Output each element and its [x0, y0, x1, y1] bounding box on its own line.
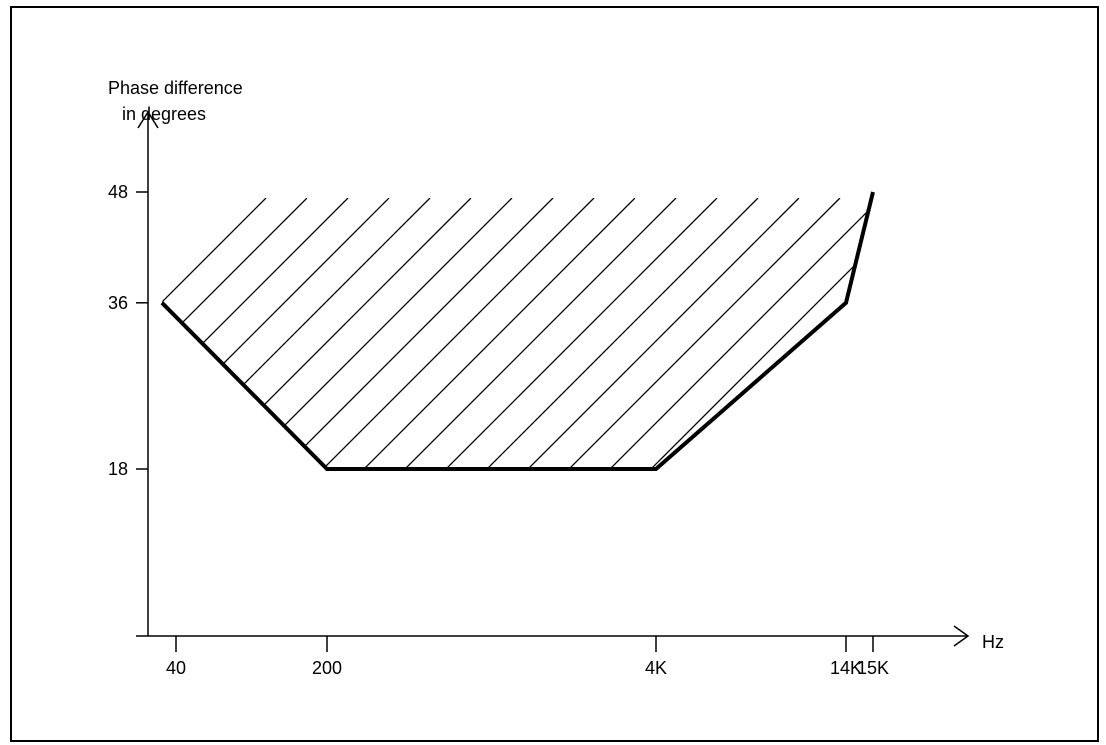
hatch-line	[501, 197, 873, 469]
x-tick-label-40: 40	[166, 658, 186, 678]
x-tick-label-200: 200	[312, 658, 342, 678]
hatch-line	[460, 197, 873, 469]
hatch-line	[337, 197, 759, 469]
hatch-line	[162, 197, 349, 469]
hatch-line	[378, 197, 800, 469]
hatch-line	[665, 197, 873, 469]
hatch-line	[747, 197, 873, 469]
hatch-line	[162, 197, 267, 469]
hatch-line	[624, 197, 873, 469]
hatch-line	[162, 197, 472, 469]
hatch-line	[162, 197, 308, 469]
hatch-line	[162, 197, 431, 469]
y-axis-label-line2: in degrees	[122, 104, 206, 124]
y-tick-label-36: 36	[108, 293, 128, 313]
y-axis-label-line1: Phase difference	[108, 78, 243, 98]
hatch-line	[542, 197, 873, 469]
x-tick-label-4k: 4K	[645, 658, 667, 678]
chart-frame	[10, 6, 1099, 742]
x-tick-label-15k: 15K	[857, 658, 889, 678]
hatch-line	[173, 197, 595, 469]
hatch-line	[162, 197, 513, 469]
y-axis-arrow	[137, 110, 159, 129]
hatch-line	[583, 197, 873, 469]
hatch-line	[162, 197, 554, 469]
hatched-region	[162, 197, 873, 469]
x-tick-label-14k: 14K	[830, 658, 862, 678]
hatch-line	[296, 197, 718, 469]
y-tick-label-18: 18	[108, 459, 128, 479]
x-axis-arrow	[953, 625, 970, 647]
curve	[160, 191, 875, 471]
hatch-line	[214, 197, 636, 469]
hatch-line	[162, 197, 390, 469]
x-axis-label: Hz	[982, 632, 1004, 652]
axes	[136, 110, 970, 647]
hatch-line	[788, 197, 873, 469]
hatch-line	[419, 197, 841, 469]
y-tick-label-48: 48	[108, 182, 128, 202]
hatch-line	[255, 197, 677, 469]
hatch-line	[706, 197, 873, 469]
